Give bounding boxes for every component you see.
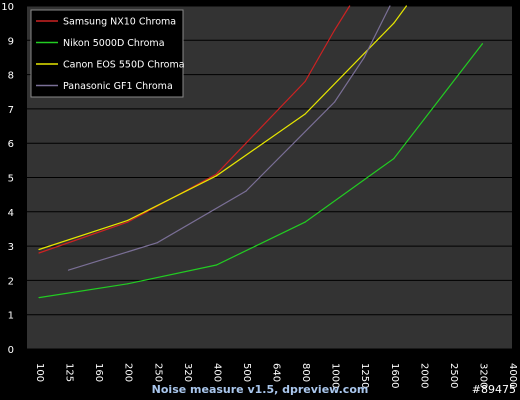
x-tick-label: 800 (300, 363, 311, 382)
image-id-tag: #89475 (471, 383, 516, 396)
y-tick-label: 3 (8, 242, 14, 253)
y-tick-label: 8 (8, 71, 14, 82)
x-tick-label: 200 (123, 363, 134, 382)
y-tick-label: 10 (1, 2, 14, 13)
series-line (68, 5, 391, 271)
data-point (38, 248, 40, 251)
x-tick-label: 640 (271, 363, 282, 382)
x-tick-label: 4000 (507, 363, 518, 388)
data-point (215, 173, 217, 175)
x-axis-labels: 100 125 160 200 250 320 400 500 640 800 1000 1250 16… (34, 363, 518, 388)
x-tick-label: 3200 (477, 363, 488, 388)
legend-label: Canon EOS 550D Chroma (63, 60, 185, 71)
data-point (304, 113, 306, 115)
x-tick-label: 1000 (330, 363, 341, 388)
series-line (38, 43, 483, 299)
data-point (38, 252, 40, 254)
gridlines (27, 5, 512, 350)
x-tick-label: 125 (64, 363, 75, 382)
y-tick-label: 0 (8, 345, 14, 356)
data-point (334, 101, 336, 103)
legend-box (30, 9, 184, 98)
data-point (481, 43, 484, 45)
data-point (215, 264, 217, 266)
data-point (393, 158, 395, 160)
data-point (38, 296, 40, 299)
y-axis-labels: 0 1 2 3 4 5 6 7 8 9 10 (1, 2, 14, 356)
legend-label: Panasonic GF1 Chroma (63, 81, 173, 92)
x-tick-label: 1600 (389, 363, 400, 388)
series-line (38, 5, 351, 254)
data-point (215, 175, 217, 177)
data-point (393, 22, 395, 24)
data-point (127, 221, 129, 223)
legend-label: Nikon 5000D Chroma (63, 38, 165, 49)
footer-credit: Noise measure v1.5, dpreview.com (151, 383, 369, 396)
y-tick-label: 5 (8, 174, 14, 185)
x-tick-label: 160 (93, 363, 104, 382)
x-tick-label: 1250 (359, 363, 370, 388)
y-tick-label: 2 (8, 276, 14, 287)
data-point (334, 29, 336, 31)
x-tick-label: 320 (182, 363, 193, 382)
series-lines (38, 5, 484, 299)
data-point (363, 56, 365, 59)
y-tick-label: 4 (8, 208, 14, 219)
x-tick-label: 100 (34, 363, 45, 382)
y-tick-label: 9 (8, 36, 14, 47)
data-point (67, 269, 70, 271)
data-point (304, 221, 306, 223)
y-tick-label: 1 (8, 311, 14, 322)
x-tick-label: 500 (241, 363, 252, 382)
data-point (389, 5, 391, 7)
x-tick-label: 250 (152, 363, 163, 382)
x-tick-label: 2500 (448, 363, 459, 388)
data-point (127, 219, 129, 221)
data-point (349, 5, 351, 7)
series-line (38, 5, 407, 251)
y-tick-label: 6 (8, 139, 14, 150)
data-point (405, 5, 407, 7)
legend: Samsung NX10 Chroma Nikon 5000D Chroma Can… (30, 9, 185, 98)
data-point (245, 190, 247, 192)
data-point (304, 80, 306, 83)
y-tick-label: 7 (8, 105, 14, 116)
legend-label: Samsung NX10 Chroma (63, 17, 176, 28)
data-point (127, 283, 129, 285)
x-tick-label: 2000 (418, 363, 429, 388)
x-tick-label: 400 (211, 363, 222, 382)
data-point (156, 242, 158, 244)
